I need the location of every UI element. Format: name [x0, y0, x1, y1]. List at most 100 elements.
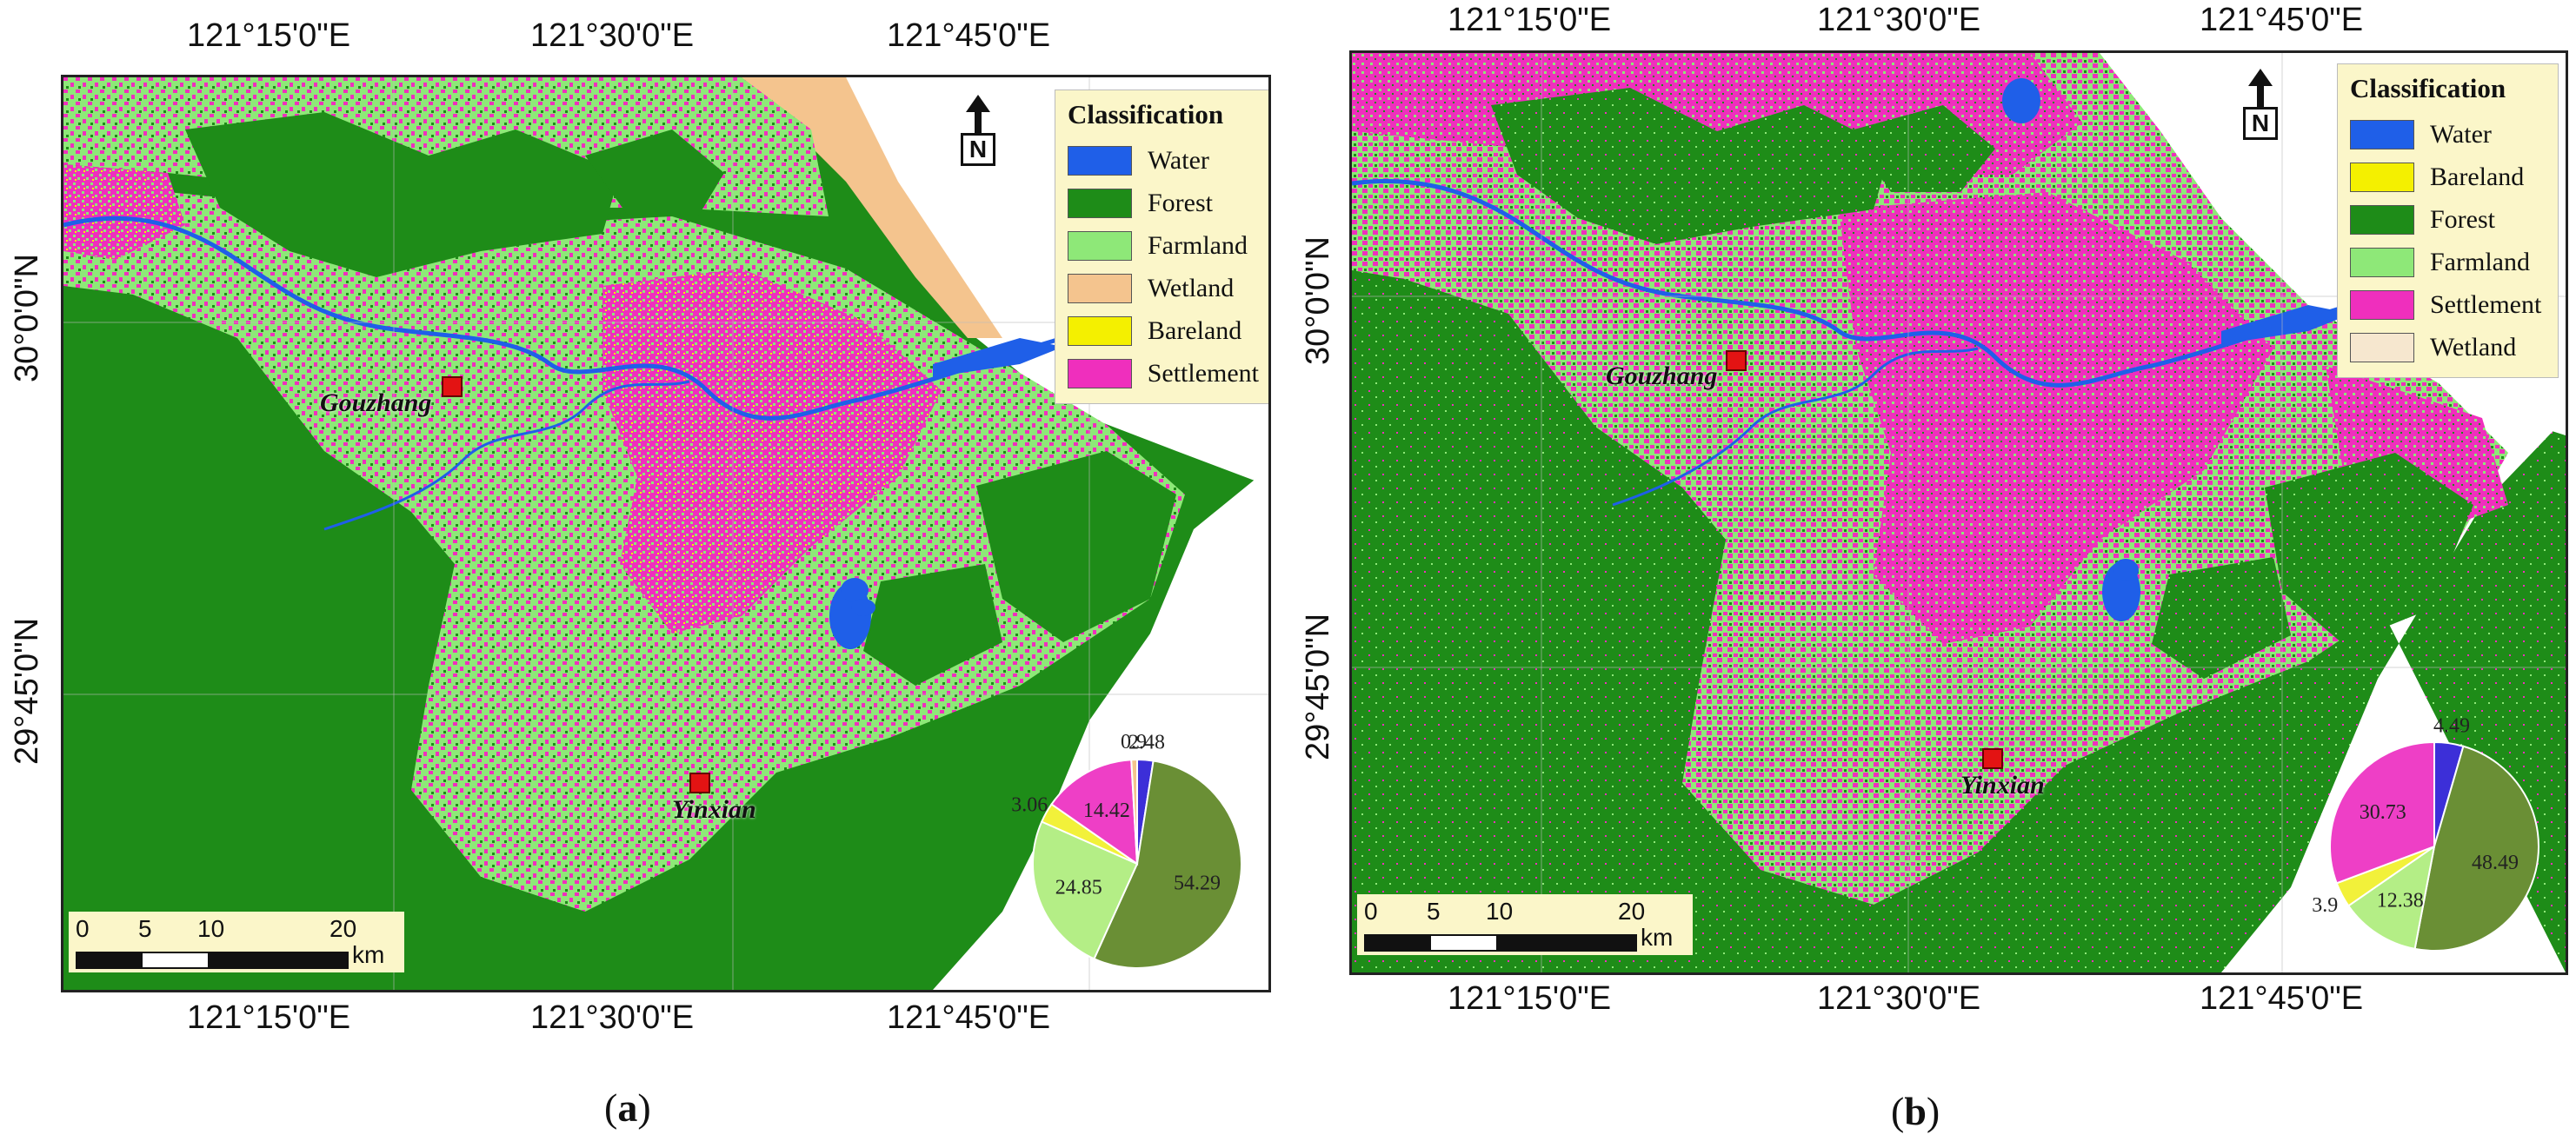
legend-swatch	[2350, 247, 2414, 277]
city-marker	[689, 773, 710, 793]
scale-tick: 5	[138, 915, 152, 942]
city-marker	[1726, 350, 1747, 371]
north-arrow-icon	[966, 95, 990, 135]
bottom-lon-label: 121°45'0"E	[2200, 980, 2364, 1017]
legend-item-water: Water	[2350, 113, 2546, 156]
north-label: N	[2243, 107, 2278, 140]
city-label: Yinxian	[1960, 771, 2045, 800]
pie-slice	[1130, 758, 1138, 865]
map-area-a: Classification Water Forest Farmland Wet…	[61, 75, 1271, 992]
scale-tick: 20	[1618, 898, 1646, 925]
scale-tick: 5	[1427, 898, 1441, 925]
scale-bar-graphic	[1364, 934, 1637, 952]
panel-label-paren: (	[604, 1085, 618, 1130]
legend-item-wetland: Wetland	[2350, 326, 2546, 368]
legend-b: Classification Water Bareland Forest Far…	[2337, 63, 2559, 378]
scale-tick: 0	[76, 915, 90, 942]
scale-tick: 10	[1486, 898, 1514, 925]
top-lon-label: 121°15'0"E	[187, 17, 351, 54]
legend-item-bareland: Bareland	[2350, 156, 2546, 198]
pie-slice-label: 4.49	[2433, 714, 2470, 737]
city-label: Yinxian	[672, 795, 756, 824]
legend-item-forest: Forest	[1068, 182, 1259, 224]
legend-title: Classification	[1068, 99, 1224, 129]
panel-label-b: (b)	[1891, 1088, 1940, 1134]
lat-label: 30°0'0"N	[1300, 236, 1336, 365]
legend-swatch	[2350, 119, 2414, 149]
panel-label-a: (a)	[604, 1085, 651, 1131]
scale-bar: 0 5 10 20 km	[1357, 894, 1693, 955]
legend-item-wetland: Wetland	[1068, 267, 1259, 309]
city-marker	[1982, 748, 2003, 769]
legend-swatch	[1068, 188, 1132, 218]
legend-swatch	[2350, 162, 2414, 192]
top-lon-label: 121°30'0"E	[530, 17, 695, 54]
panel-label-paren: (	[1891, 1089, 1905, 1133]
pie-slice-label: 3.9	[2312, 894, 2338, 917]
city-marker	[442, 376, 463, 397]
north-arrow: N	[2243, 67, 2278, 145]
legend-label: Water	[1148, 145, 1209, 175]
pie-chart-b: 4.49 48.49 12.38 3.9 30.73	[2312, 714, 2539, 952]
legend-label: Wetland	[2430, 332, 2517, 362]
bottom-lon-label: 121°15'0"E	[187, 999, 351, 1036]
lat-label: 29°45'0"N	[1300, 613, 1336, 760]
legend-label: Settlement	[1147, 358, 1259, 388]
bottom-lon-label: 121°45'0"E	[887, 999, 1051, 1036]
pie-slice	[1032, 820, 1139, 960]
legend-item-bareland: Bareland	[1068, 309, 1259, 352]
legend-label: Forest	[1148, 188, 1213, 217]
pie-chart-a: 2.48 54.29 24.85 3.06 14.42 0.9	[1011, 731, 1242, 969]
scale-ticks: 0 5 10 20	[76, 915, 397, 942]
panel-label-letter: b	[1904, 1089, 1927, 1133]
pie-slice	[2346, 844, 2436, 951]
city-label: Gouzhang	[320, 388, 432, 417]
north-arrow: N	[961, 93, 995, 171]
pie-slice	[2329, 740, 2435, 885]
legend-title: Classification	[2350, 73, 2506, 103]
legend-label: Forest	[2430, 204, 2495, 234]
legend-item-farmland: Farmland	[2350, 241, 2546, 283]
legend-label: Bareland	[1148, 315, 1242, 345]
legend-swatch	[1068, 315, 1132, 346]
legend-swatch	[2350, 204, 2414, 235]
pie-slice-label: 14.42	[1083, 800, 1130, 822]
top-lon-label: 121°15'0"E	[1448, 2, 1612, 38]
legend-swatch	[2350, 289, 2414, 320]
legend-swatch	[2350, 332, 2414, 362]
lat-label: 30°0'0"N	[9, 254, 45, 382]
pie-slice	[1050, 759, 1139, 866]
bottom-lon-label: 121°30'0"E	[530, 999, 695, 1036]
pie-slice-label: 48.49	[2472, 852, 2519, 874]
legend-label: Water	[2430, 119, 2492, 149]
scale-bar: 0 5 10 20 km	[69, 912, 404, 972]
legend-swatch	[1068, 145, 1132, 176]
scale-bar-graphic	[76, 952, 349, 969]
legend-label: Settlement	[2430, 289, 2542, 319]
pie-slice-label: 54.29	[1174, 873, 1221, 895]
panel-label-paren: )	[637, 1085, 651, 1130]
scale-tick: 20	[329, 915, 357, 942]
legend-label: Farmland	[1148, 230, 1248, 260]
legend-a: Classification Water Forest Farmland Wet…	[1055, 90, 1268, 404]
scale-ticks: 0 5 10 20	[1364, 898, 1686, 925]
legend-item-settlement: Settlement	[2350, 283, 2546, 326]
pie-slice	[2413, 745, 2539, 952]
map-area-b: Classification Water Bareland Forest Far…	[1349, 50, 2568, 975]
legend-swatch	[1068, 358, 1132, 388]
panel-label-letter: a	[617, 1085, 638, 1130]
panel-label-paren: )	[1926, 1089, 1940, 1133]
lat-label: 29°45'0"N	[9, 617, 45, 765]
pie-slice-label: 24.85	[1055, 877, 1102, 899]
scale-unit: km	[352, 941, 385, 968]
north-label: N	[961, 133, 995, 166]
legend-swatch	[1068, 230, 1132, 261]
scale-unit: km	[1641, 924, 1674, 951]
pie-slice-label: 0.9	[1121, 731, 1147, 753]
legend-label: Wetland	[1148, 273, 1235, 302]
pie-slice-label: 12.38	[2377, 889, 2424, 912]
legend-item-farmland: Farmland	[1068, 224, 1259, 267]
city-label: Gouzhang	[1606, 362, 1718, 390]
top-lon-label: 121°45'0"E	[887, 17, 1051, 54]
pie-slice	[1093, 760, 1242, 969]
